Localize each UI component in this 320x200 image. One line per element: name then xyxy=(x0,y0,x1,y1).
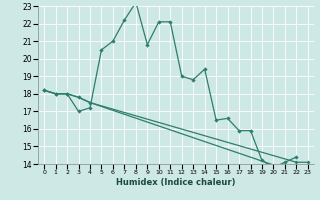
X-axis label: Humidex (Indice chaleur): Humidex (Indice chaleur) xyxy=(116,178,236,187)
